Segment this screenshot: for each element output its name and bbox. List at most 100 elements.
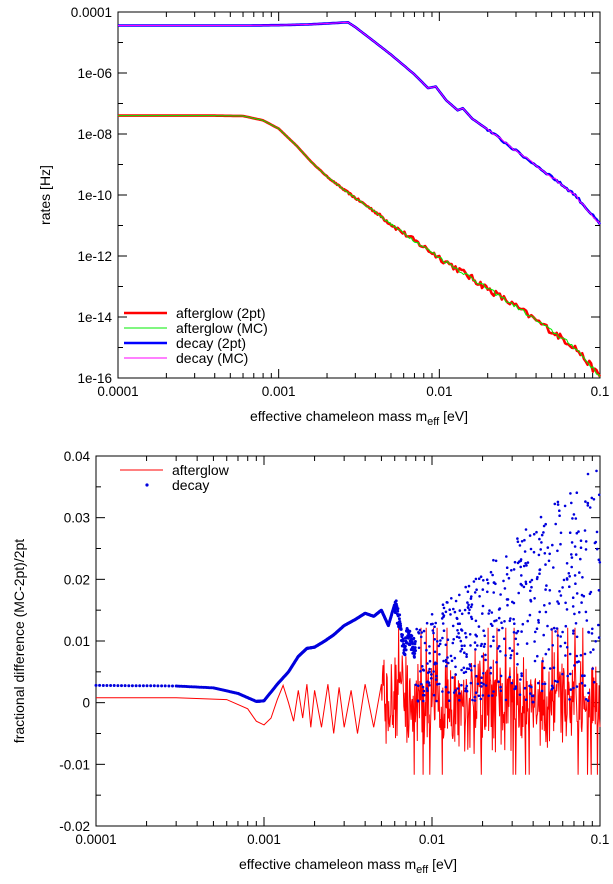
data-point bbox=[434, 621, 438, 625]
legend: afterglow (2pt)afterglow (MC)decay (2pt)… bbox=[124, 305, 268, 366]
data-point bbox=[501, 626, 504, 630]
data-point bbox=[464, 585, 468, 589]
legend-label: decay (2pt) bbox=[176, 335, 246, 351]
y-tick-label: -0.02 bbox=[59, 819, 90, 834]
data-point bbox=[477, 694, 481, 698]
y-tick-label: 1e-12 bbox=[77, 249, 112, 264]
data-point bbox=[454, 665, 457, 669]
data-point bbox=[420, 682, 423, 686]
data-point bbox=[476, 682, 480, 686]
data-point bbox=[450, 597, 453, 600]
data-point bbox=[559, 635, 562, 638]
y-tick-label: 0.03 bbox=[64, 511, 90, 526]
data-point bbox=[448, 608, 452, 611]
data-point bbox=[584, 698, 588, 701]
data-point bbox=[533, 640, 536, 643]
data-point bbox=[412, 636, 416, 640]
data-point bbox=[571, 605, 575, 608]
data-point bbox=[426, 662, 429, 665]
data-point bbox=[542, 524, 546, 528]
data-point bbox=[598, 561, 602, 564]
data-point bbox=[536, 654, 539, 658]
data-point bbox=[467, 603, 470, 607]
data-point bbox=[554, 630, 557, 633]
data-point bbox=[543, 552, 547, 555]
y-tick-label: 1e-10 bbox=[77, 188, 112, 203]
data-point bbox=[430, 673, 433, 676]
data-point bbox=[433, 650, 437, 654]
data-point bbox=[559, 542, 562, 546]
data-point bbox=[442, 615, 445, 619]
data-point bbox=[489, 570, 493, 574]
data-point bbox=[497, 608, 501, 611]
data-point bbox=[446, 601, 449, 604]
data-point bbox=[474, 619, 478, 623]
data-point bbox=[513, 560, 517, 564]
data-point bbox=[573, 664, 576, 667]
data-point bbox=[419, 635, 423, 639]
data-point bbox=[552, 666, 556, 669]
data-point bbox=[518, 693, 522, 696]
data-point bbox=[455, 635, 459, 639]
data-point bbox=[558, 514, 561, 517]
data-point bbox=[528, 613, 532, 617]
data-point bbox=[572, 513, 576, 516]
data-point bbox=[505, 566, 509, 569]
data-point bbox=[94, 683, 98, 687]
data-point bbox=[436, 640, 439, 643]
data-point bbox=[398, 620, 402, 623]
data-point bbox=[546, 546, 550, 549]
data-point bbox=[528, 534, 532, 537]
data-point bbox=[445, 660, 448, 664]
data-point bbox=[584, 610, 588, 614]
data-point bbox=[421, 665, 424, 668]
data-point bbox=[413, 652, 417, 655]
data-point bbox=[458, 698, 461, 702]
data-point bbox=[546, 624, 549, 628]
data-point bbox=[507, 576, 511, 580]
data-point bbox=[441, 622, 445, 625]
data-point bbox=[497, 645, 501, 648]
data-point bbox=[502, 579, 505, 583]
data-point bbox=[474, 577, 478, 581]
data-point bbox=[538, 568, 541, 572]
data-point bbox=[486, 581, 490, 585]
data-point bbox=[438, 653, 441, 656]
data-point bbox=[556, 500, 560, 504]
data-point bbox=[458, 622, 462, 625]
data-point bbox=[540, 533, 544, 537]
y-axis-label: fractional difference (MC-2pt)/2pt bbox=[11, 539, 27, 743]
y-tick-label: 0.04 bbox=[64, 449, 91, 464]
data-point bbox=[525, 564, 528, 567]
data-point bbox=[570, 541, 574, 544]
data-point bbox=[478, 595, 481, 598]
data-point bbox=[451, 641, 455, 645]
plot-frame bbox=[95, 455, 601, 827]
series-line-1 bbox=[118, 115, 601, 378]
y-tick-label: 0 bbox=[82, 696, 90, 711]
data-point bbox=[116, 684, 120, 688]
data-point bbox=[482, 645, 486, 648]
data-point bbox=[504, 698, 508, 702]
data-point bbox=[464, 631, 467, 635]
data-point bbox=[460, 647, 464, 651]
data-point bbox=[583, 674, 586, 677]
data-point bbox=[550, 628, 553, 631]
data-point bbox=[460, 612, 464, 616]
data-point bbox=[425, 621, 429, 625]
data-point bbox=[489, 671, 493, 675]
data-point bbox=[568, 652, 572, 656]
data-point bbox=[597, 623, 600, 627]
data-point bbox=[541, 682, 544, 686]
y-axis-label: rates [Hz] bbox=[37, 165, 53, 225]
data-point bbox=[483, 642, 487, 646]
data-point bbox=[584, 500, 587, 503]
data-point bbox=[429, 677, 433, 680]
data-point bbox=[415, 627, 419, 631]
data-point bbox=[454, 689, 457, 692]
data-point bbox=[486, 590, 489, 594]
data-point bbox=[442, 659, 445, 663]
data-point bbox=[420, 631, 424, 634]
